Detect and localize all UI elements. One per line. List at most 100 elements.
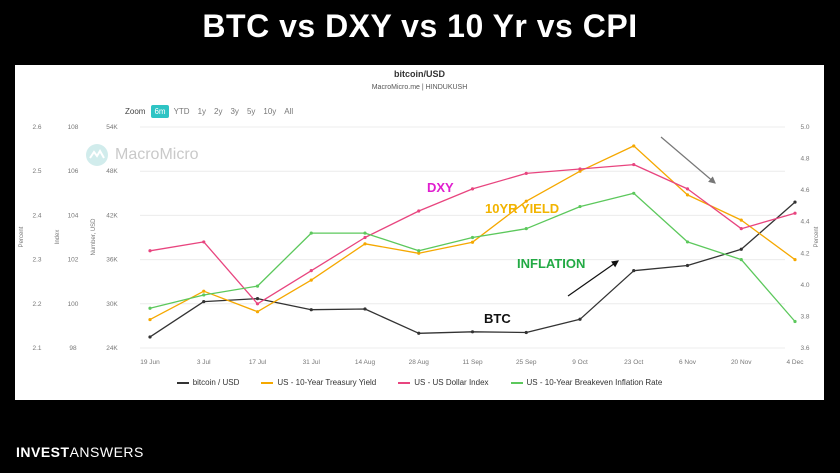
- chart-card: bitcoin/USD MacroMicro.me | HINDUKUSH Zo…: [15, 65, 824, 400]
- zoom-3y-button[interactable]: 3y: [230, 107, 239, 116]
- series-line-dxy: [149, 163, 796, 305]
- percent-left-axis-tick-label: 2.1: [32, 345, 41, 352]
- x-tick-label: 31 Jul: [303, 359, 321, 366]
- percent-right-axis-tick-label: 4.2: [800, 250, 809, 257]
- zoom-10y-button[interactable]: 10y: [263, 107, 277, 116]
- percent-right-axis-tick-label: 4.4: [800, 219, 809, 226]
- data-point-yield: [793, 258, 797, 262]
- zoom-bar: Zoom 6m YTD 1y 2y 3y 5y 10y All: [125, 105, 296, 118]
- data-point-inflation: [685, 240, 690, 244]
- x-tick-label: 17 Jul: [249, 359, 267, 366]
- data-point-dxy: [470, 187, 475, 191]
- percent-right-axis-tick-label: 4.6: [800, 187, 809, 194]
- legend-label-dxy: US - US Dollar Index: [414, 378, 489, 387]
- index-axis-title: Index: [55, 230, 61, 245]
- legend-item-inflation[interactable]: US - 10-Year Breakeven Inflation Rate: [510, 378, 662, 387]
- data-point-inflation: [202, 293, 206, 297]
- x-tick-label: 6 Nov: [679, 359, 697, 366]
- data-point-inflation: [524, 227, 528, 231]
- percent-left-axis-tick-label: 2.5: [32, 168, 41, 175]
- data-point-dxy: [524, 171, 528, 176]
- data-point-yield: [148, 317, 152, 322]
- chart-title: bitcoin/USD: [394, 69, 445, 79]
- data-point-yield: [632, 144, 636, 148]
- data-point-yield: [202, 289, 206, 293]
- data-point-yield: [739, 218, 743, 222]
- percent-left-axis-tick-label: 2.6: [32, 124, 41, 131]
- x-tick-label: 20 Nov: [731, 359, 752, 366]
- legend-item-yield[interactable]: US - 10-Year Treasury Yield: [261, 378, 376, 387]
- data-point-btc: [524, 330, 528, 335]
- annotation-btc: BTC: [484, 311, 511, 326]
- brand-bold: INVEST: [16, 444, 70, 460]
- zoom-2y-button[interactable]: 2y: [214, 107, 223, 116]
- series-line-yield: [149, 145, 796, 321]
- x-tick-label: 28 Aug: [409, 359, 430, 366]
- zoom-all-button[interactable]: All: [284, 107, 294, 116]
- usd-axis-tick-label: 36K: [106, 257, 118, 264]
- data-point-dxy: [793, 211, 797, 215]
- percent-left-axis-tick-label: 2.4: [32, 212, 41, 219]
- data-point-yield: [255, 310, 260, 314]
- data-point-btc: [363, 307, 367, 311]
- x-tick-label: 11 Sep: [462, 359, 483, 366]
- chart-source: MacroMicro.me | HINDUKUSH: [371, 84, 468, 91]
- x-tick-label: 14 Aug: [355, 359, 376, 366]
- usd-axis-title: Number, USD: [91, 218, 97, 256]
- zoom-1y-button[interactable]: 1y: [197, 107, 207, 116]
- legend-swatch-dxy: [398, 381, 411, 384]
- zoom-ytd-button[interactable]: YTD: [173, 107, 190, 116]
- data-point-dxy: [255, 302, 260, 306]
- x-tick-label: 4 Dec: [787, 359, 805, 366]
- percent-left-axis-tick-label: 2.3: [32, 257, 41, 264]
- data-point-yield: [363, 242, 367, 246]
- x-tick-label: 9 Oct: [572, 359, 588, 366]
- data-point-yield: [685, 193, 690, 197]
- data-point-btc: [202, 299, 206, 304]
- index-axis-tick-label: 108: [68, 124, 79, 131]
- index-axis-tick-label: 102: [68, 257, 79, 264]
- data-point-btc: [685, 263, 690, 268]
- percent-right-axis-title: Percent: [814, 226, 820, 247]
- x-tick-label: 3 Jul: [197, 359, 211, 366]
- percent-right-axis-tick-label: 4.0: [800, 282, 809, 289]
- usd-axis-tick-label: 48K: [106, 168, 118, 175]
- annotation-inflation: INFLATION: [517, 256, 585, 271]
- watermark-text: MacroMicro: [115, 146, 199, 163]
- legend-label-yield: US - 10-Year Treasury Yield: [277, 378, 377, 387]
- data-point-inflation: [148, 306, 152, 310]
- data-point-yield: [309, 278, 313, 282]
- index-axis-tick-label: 100: [68, 301, 79, 308]
- data-point-btc: [739, 247, 743, 251]
- usd-axis-tick-label: 24K: [106, 345, 118, 352]
- zoom-6m-button[interactable]: 6m: [151, 105, 169, 118]
- brand-light: ANSWERS: [69, 444, 144, 460]
- data-point-inflation: [255, 284, 260, 288]
- usd-axis-tick-label: 54K: [106, 124, 118, 131]
- data-point-dxy: [363, 235, 367, 240]
- data-point-dxy: [309, 269, 313, 273]
- annotation-arrow-btc: [567, 260, 619, 297]
- data-point-btc: [578, 317, 582, 321]
- x-tick-label: 23 Oct: [624, 359, 643, 366]
- data-point-btc: [793, 200, 797, 204]
- chart-plot: 2.1 2.2 2.3 2.4 2.5 2.6 98 100 102 104 106 108 24K 30…: [19, 124, 820, 366]
- data-point-btc: [632, 269, 636, 273]
- data-point-dxy: [148, 249, 152, 253]
- data-point-dxy: [685, 187, 690, 191]
- data-point-inflation: [417, 249, 421, 253]
- data-point-btc: [417, 331, 421, 335]
- legend-swatch-btc: [176, 381, 189, 384]
- data-point-yield: [578, 169, 582, 173]
- data-point-inflation: [309, 231, 313, 235]
- data-point-btc: [309, 308, 313, 312]
- zoom-5y-button[interactable]: 5y: [246, 107, 256, 116]
- data-point-btc: [470, 330, 475, 334]
- legend-swatch-yield: [261, 381, 274, 384]
- data-point-yield: [470, 240, 475, 244]
- percent-right-axis-tick-label: 5.0: [800, 124, 809, 131]
- legend-item-dxy[interactable]: US - US Dollar Index: [398, 378, 489, 387]
- annotation-dxy: DXY: [427, 180, 454, 195]
- data-point-dxy: [417, 209, 421, 213]
- legend-item-btc[interactable]: bitcoin / USD: [176, 378, 239, 387]
